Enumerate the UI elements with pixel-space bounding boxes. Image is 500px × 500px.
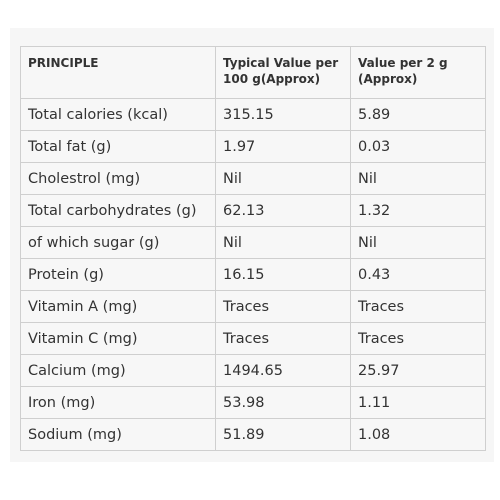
value-per-100g: 51.89 (215, 418, 351, 451)
table-row: Vitamin A (mg) Traces Traces (20, 290, 486, 323)
nutrient-name: Total fat (g) (20, 130, 216, 163)
nutrient-name: Total carbohydrates (g) (20, 194, 216, 227)
value-per-2g: 1.32 (350, 194, 486, 227)
nutrient-name: Sodium (mg) (20, 418, 216, 451)
nutrient-name: Cholestrol (mg) (20, 162, 216, 195)
table-row: Sodium (mg) 51.89 1.08 (20, 418, 486, 451)
value-per-2g: 5.89 (350, 98, 486, 131)
nutrient-name: Protein (g) (20, 258, 216, 291)
header-value-per-100g: Typical Value per 100 g(Approx) (215, 46, 351, 99)
value-per-100g: Nil (215, 162, 351, 195)
nutrient-name: Iron (mg) (20, 386, 216, 419)
value-per-2g: 0.03 (350, 130, 486, 163)
table-row: Protein (g) 16.15 0.43 (20, 258, 486, 291)
nutrition-table: PRINCIPLE Typical Value per 100 g(Approx… (20, 46, 486, 451)
nutrient-name: Vitamin C (mg) (20, 322, 216, 355)
header-value-per-2g: Value per 2 g (Approx) (350, 46, 486, 99)
table-row: Iron (mg) 53.98 1.11 (20, 386, 486, 419)
nutrient-name: Total calories (kcal) (20, 98, 216, 131)
value-per-2g: 25.97 (350, 354, 486, 387)
table-row: Total fat (g) 1.97 0.03 (20, 130, 486, 163)
table-row: of which sugar (g) Nil Nil (20, 226, 486, 259)
value-per-2g: Nil (350, 162, 486, 195)
value-per-2g: 1.08 (350, 418, 486, 451)
nutrient-name: Calcium (mg) (20, 354, 216, 387)
table-row: Cholestrol (mg) Nil Nil (20, 162, 486, 195)
table-row: Total carbohydrates (g) 62.13 1.32 (20, 194, 486, 227)
value-per-100g: 1.97 (215, 130, 351, 163)
table-header-row: PRINCIPLE Typical Value per 100 g(Approx… (20, 46, 486, 99)
value-per-2g: Traces (350, 322, 486, 355)
table-row: Total calories (kcal) 315.15 5.89 (20, 98, 486, 131)
table-row: Vitamin C (mg) Traces Traces (20, 322, 486, 355)
value-per-100g: Nil (215, 226, 351, 259)
value-per-100g: Traces (215, 322, 351, 355)
header-principle: PRINCIPLE (20, 46, 216, 99)
value-per-2g: 0.43 (350, 258, 486, 291)
value-per-100g: 62.13 (215, 194, 351, 227)
value-per-100g: 315.15 (215, 98, 351, 131)
nutrient-name: of which sugar (g) (20, 226, 216, 259)
value-per-100g: Traces (215, 290, 351, 323)
value-per-2g: Traces (350, 290, 486, 323)
table-row: Calcium (mg) 1494.65 25.97 (20, 354, 486, 387)
value-per-100g: 16.15 (215, 258, 351, 291)
value-per-100g: 53.98 (215, 386, 351, 419)
value-per-2g: Nil (350, 226, 486, 259)
value-per-2g: 1.11 (350, 386, 486, 419)
value-per-100g: 1494.65 (215, 354, 351, 387)
nutrient-name: Vitamin A (mg) (20, 290, 216, 323)
